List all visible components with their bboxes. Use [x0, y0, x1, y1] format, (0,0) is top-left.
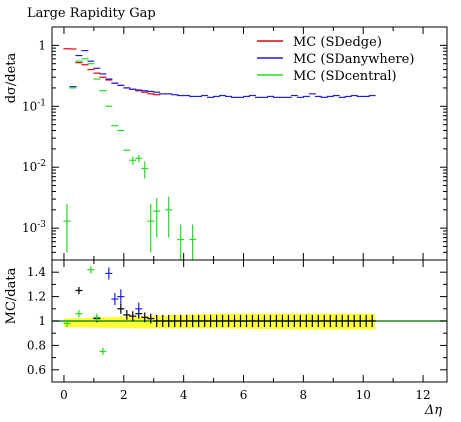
data-point	[177, 224, 185, 260]
x-tick-label: 10	[356, 388, 371, 402]
ratio-point	[326, 314, 334, 328]
ratio-point	[266, 314, 274, 328]
ratio-point	[308, 314, 316, 328]
ratio-point	[254, 314, 262, 328]
legend: MC (SDedge) MC (SDanywhere) MC (SDcentral)	[257, 35, 414, 84]
ratio-point	[320, 314, 328, 328]
ratio-point	[171, 314, 179, 328]
data-point	[141, 161, 149, 179]
ratio-axis-ticks: 0.6 0.8 1 1.2 1.4	[27, 259, 447, 383]
ratio-point	[219, 314, 227, 328]
y-tick-label-main: 10-3	[22, 220, 46, 235]
ratio-point	[195, 314, 203, 328]
ratio-point	[111, 292, 119, 306]
ratio-point	[87, 266, 95, 274]
ratio-point	[278, 314, 286, 328]
ratio-point	[153, 314, 161, 328]
x-axis-label: Δη	[424, 403, 442, 418]
ratio-point	[225, 314, 233, 328]
ratio-point	[362, 314, 370, 328]
ratio-point	[75, 286, 83, 295]
y-tick-label-ratio: 0.8	[27, 338, 46, 352]
x-tick-label: 0	[60, 388, 68, 402]
x-tick-labels: 0 2 4 6 8 10 12	[60, 388, 431, 402]
ratio-point	[117, 289, 125, 304]
ratio-point	[296, 314, 304, 328]
main-data-points	[63, 48, 376, 260]
y-tick-label-ratio: 1.2	[27, 290, 46, 304]
ratio-point	[123, 310, 131, 320]
ratio-point	[344, 314, 352, 328]
y-tick-label-main: 10-2	[22, 159, 46, 174]
x-tick-label: 4	[180, 388, 188, 402]
data-point	[147, 203, 155, 253]
main-axis-ticks: 1 10-1 10-2 10-3	[22, 26, 447, 261]
ratio-point	[260, 314, 268, 328]
ratio-point	[141, 312, 149, 323]
x-tick-label: 6	[240, 388, 248, 402]
ratio-point	[183, 314, 191, 328]
data-point	[129, 156, 137, 165]
ratio-point	[338, 314, 346, 328]
ratio-point	[350, 314, 358, 328]
ratio-point	[75, 310, 83, 318]
main-panel: 1 10-1 10-2 10-3 MC (SDedge) MC (SDanywhere)…	[22, 26, 448, 261]
ratio-point	[99, 347, 107, 356]
ratio-point	[159, 314, 167, 328]
ratio-point	[201, 314, 209, 328]
x-tick-label: 2	[120, 388, 128, 402]
data-point	[165, 196, 173, 238]
ratio-point	[231, 314, 239, 328]
y-tick-label-main: 10-1	[22, 98, 46, 113]
ratio-uncertainty-band	[52, 313, 447, 330]
ratio-point	[284, 314, 292, 328]
ratio-point	[272, 314, 280, 328]
ratio-panel: 0.6 0.8 1 1.2 1.4	[27, 259, 448, 383]
ratio-point	[356, 314, 364, 328]
x-tick-label: 8	[300, 388, 308, 402]
ratio-point	[105, 267, 113, 280]
ratio-point	[189, 314, 197, 328]
y-tick-label-ratio: 1.4	[27, 265, 46, 279]
data-point	[135, 154, 143, 163]
ratio-point	[177, 314, 185, 328]
ratio-point	[165, 314, 173, 328]
ratio-point	[332, 314, 340, 328]
ratio-point	[129, 311, 137, 321]
data-point	[153, 198, 161, 238]
ratio-data-points	[63, 266, 376, 356]
chart-title: Large Rapidity Gap	[27, 6, 156, 21]
data-point	[189, 224, 197, 260]
ratio-point	[237, 314, 245, 328]
x-tick-label: 12	[415, 388, 430, 402]
ratio-point	[248, 314, 256, 328]
data-point	[63, 203, 71, 253]
ratio-point	[93, 313, 101, 321]
y-tick-label-main: 1	[38, 38, 46, 52]
ratio-point	[368, 314, 376, 328]
main-ylabel: dσ/deta	[4, 52, 19, 103]
y-tick-label-ratio: 1	[38, 314, 46, 328]
ratio-point	[63, 319, 71, 328]
legend-label: MC (SDedge)	[293, 35, 382, 50]
ratio-point	[314, 314, 322, 328]
ratio-point	[213, 314, 221, 328]
ratio-point	[243, 314, 251, 328]
ratio-ylabel: MC/data	[4, 267, 19, 324]
ratio-point	[302, 314, 310, 328]
ratio-point	[290, 314, 298, 328]
ratio-point	[117, 303, 125, 314]
ratio-point	[135, 302, 143, 315]
ratio-point	[207, 314, 215, 328]
ratio-point	[147, 313, 155, 324]
legend-label: MC (SDanywhere)	[293, 52, 414, 67]
legend-label: MC (SDcentral)	[293, 69, 397, 84]
y-tick-label-ratio: 0.6	[27, 363, 46, 377]
